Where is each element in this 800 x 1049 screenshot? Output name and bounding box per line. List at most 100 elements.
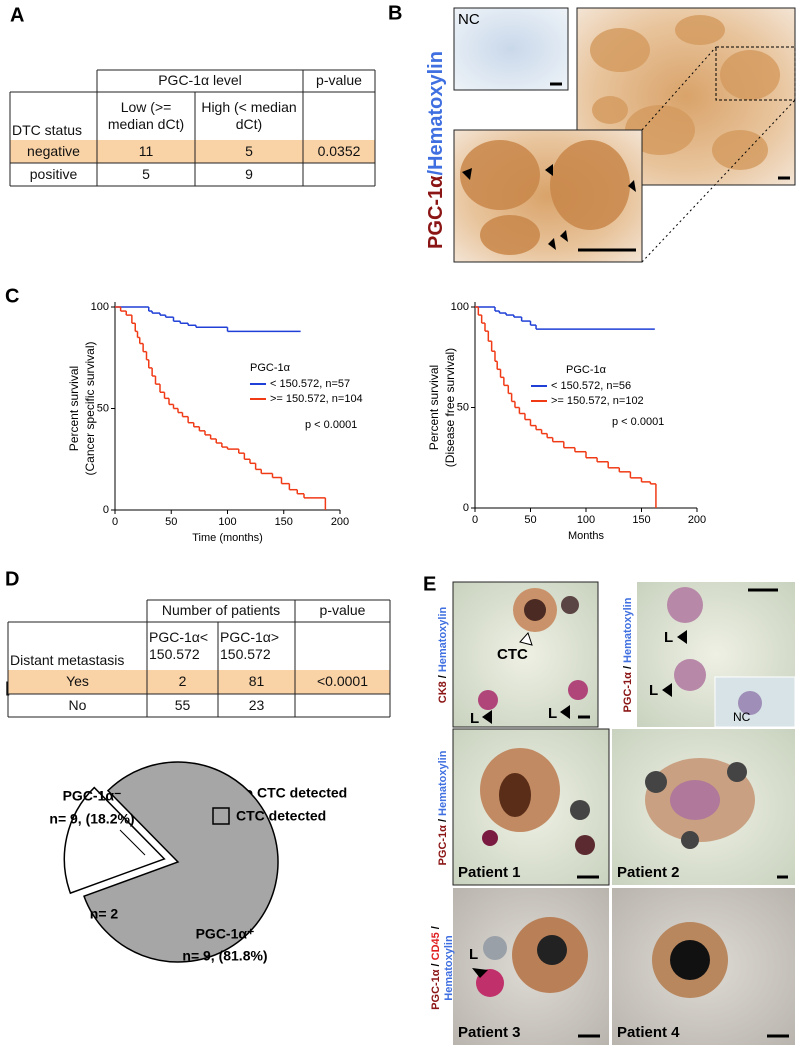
legend-label: >= 150.572, n=102	[551, 395, 644, 407]
y-tick-label: 0	[103, 504, 109, 516]
stain-name: Hematoxylin	[437, 750, 449, 816]
arrowheads	[462, 164, 636, 250]
x-tick-label: 100	[577, 514, 595, 526]
stain-separator: /	[430, 963, 442, 966]
annotation: n= 9, (18.2%)	[49, 811, 134, 827]
row-header: Distant metastasis	[10, 652, 125, 668]
table-header: p-value	[316, 72, 362, 88]
stain-separator: /	[425, 170, 447, 176]
x-tick-label: 50	[165, 516, 177, 528]
cell: 9	[245, 166, 253, 182]
zoom-line	[641, 46, 717, 131]
scale-bars	[577, 588, 789, 1038]
stain-label: Hematoxylin	[443, 935, 455, 1001]
annotation: p < 0.0001	[612, 416, 664, 428]
stain-name: PGC-1α	[622, 672, 634, 713]
row-highlight	[8, 670, 390, 694]
stain-name: PGC-1α	[425, 175, 447, 249]
column-header: High (< median dCt)	[201, 99, 297, 132]
legend-label: < 150.572, n=57	[270, 378, 350, 390]
column-header: Low (>= median dCt)	[107, 99, 185, 132]
stain-label: PGC-1α/Hematoxylin	[622, 597, 634, 712]
legend-title: PGC-1α	[250, 362, 291, 374]
table-a-grid	[9, 69, 376, 187]
pointer	[119, 829, 146, 856]
legend-label: CTC detected	[236, 808, 326, 824]
y-axis-label: (Disease free survival)	[443, 348, 457, 467]
y-axis-label: (Cancer specific survival)	[83, 341, 97, 475]
cell: 5	[245, 143, 253, 159]
pie-slice	[63, 786, 166, 895]
arrowheads	[472, 630, 687, 978]
table-header: p-value	[319, 602, 366, 618]
panel-label: B	[388, 2, 402, 24]
tissue-texture	[460, 140, 630, 255]
image-label: NC	[458, 11, 480, 28]
panel-label: E	[423, 573, 436, 595]
zoom-line	[641, 99, 796, 263]
stain-name: Hematoxylin	[425, 51, 447, 170]
cell-label: L	[664, 629, 673, 646]
x-axis-label: Months	[568, 530, 605, 542]
cell: 81	[248, 673, 265, 689]
table-d-grid	[7, 599, 391, 718]
stain-name: Hematoxylin	[437, 606, 449, 672]
cell-label: L	[649, 682, 658, 699]
y-tick-label: 100	[91, 301, 109, 313]
panel-label: A	[10, 4, 24, 26]
stain-label: PGC-1α/Hematoxylin	[425, 51, 447, 249]
legend-label: < 150.572, n=56	[551, 380, 631, 392]
table-header: PGC-1α level	[158, 72, 242, 88]
cell-label: L	[469, 946, 478, 963]
stain-separator: /	[437, 675, 449, 678]
legend-label: >= 150.572, n=104	[270, 393, 363, 405]
stain-name: PGC-1α	[430, 969, 442, 1010]
y-tick-label: 50	[457, 401, 469, 413]
x-tick-label: 50	[524, 514, 536, 526]
patient-label: Patient 3	[458, 1024, 521, 1041]
cell: <0.0001	[317, 673, 368, 689]
cell: 11	[138, 143, 154, 159]
micrograph	[453, 7, 569, 91]
x-tick-label: 200	[331, 516, 349, 528]
patient-label: Patient 4	[617, 1024, 680, 1041]
x-tick-label: 100	[218, 516, 236, 528]
stain-label: PGC-1α / Hematoxylin	[437, 750, 449, 865]
row-label: No	[68, 697, 87, 713]
annotation: n= 2	[90, 906, 119, 922]
cell-label: L	[470, 710, 479, 727]
patient-label: Patient 2	[617, 864, 680, 881]
stain-name: PGC-1α	[437, 825, 449, 866]
cell: 23	[248, 697, 265, 713]
y-axis-label: Percent survival	[427, 365, 441, 450]
cell-label: CTC	[497, 646, 528, 663]
x-tick-label: 0	[472, 514, 478, 526]
y-tick-label: 0	[463, 502, 469, 514]
zoom-box	[715, 46, 796, 101]
table-header: Number of patients	[161, 602, 281, 618]
stain-separator: /	[437, 819, 449, 822]
patient-label: Patient 1	[458, 864, 521, 881]
cell: 55	[174, 697, 191, 713]
legend-title: PGC-1α	[566, 364, 607, 376]
stain-name: CK8	[437, 681, 449, 703]
annotation: PGC-1α⁺	[196, 926, 255, 942]
annotation: PGC-1α⁻	[63, 788, 122, 804]
row-label: Yes	[66, 673, 89, 689]
x-tick-label: 200	[688, 514, 706, 526]
panel-label: C	[5, 285, 19, 307]
cell-label: L	[548, 705, 557, 722]
x-tick-label: 0	[112, 516, 118, 528]
y-axis-label: Percent survival	[67, 366, 81, 451]
x-tick-label: 150	[275, 516, 293, 528]
cell: 5	[142, 166, 150, 182]
panel-label: D	[5, 568, 19, 590]
stain-label: PGC-1α / CD45 /	[430, 926, 442, 1010]
annotation: n= 9, (81.8%)	[182, 948, 267, 964]
legend-label: no CTC detected	[236, 785, 347, 801]
cell: 0.0352	[317, 143, 361, 159]
row-highlight	[10, 140, 375, 163]
annotation: p < 0.0001	[305, 419, 357, 431]
